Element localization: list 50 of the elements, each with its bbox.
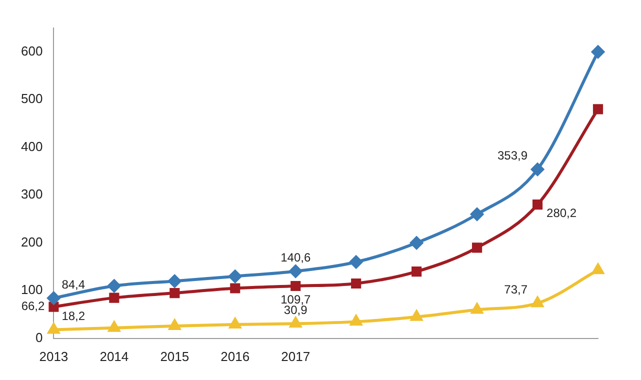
data-label: 18,2 <box>62 309 86 324</box>
point <box>168 319 180 330</box>
point <box>592 104 604 114</box>
y-tick-label: 600 <box>20 43 43 58</box>
point <box>471 303 483 314</box>
y-tick-label: 500 <box>20 91 43 106</box>
point <box>532 296 544 308</box>
data-label: 66,2 <box>21 299 46 314</box>
point <box>472 242 482 253</box>
point <box>412 266 422 277</box>
point <box>470 208 484 221</box>
point <box>108 279 121 292</box>
data-label: 73,7 <box>504 282 528 297</box>
y-tick-label: 200 <box>20 234 43 250</box>
point <box>350 255 363 268</box>
x-tick-label: 2014 <box>100 348 129 364</box>
point <box>109 292 120 303</box>
point <box>532 200 543 210</box>
y-tick-label: 0 <box>35 330 43 345</box>
point <box>108 321 120 332</box>
point <box>410 310 422 321</box>
y-tick-label: 300 <box>20 186 43 202</box>
point <box>290 280 301 292</box>
point <box>531 162 544 176</box>
point <box>170 288 180 298</box>
data-label: 84,4 <box>62 277 86 292</box>
point <box>228 270 242 283</box>
point <box>229 318 241 329</box>
point <box>290 317 302 328</box>
x-tick-label: 2013 <box>39 348 68 364</box>
data-label: 109,7 <box>280 292 311 306</box>
point <box>592 45 604 58</box>
y-tick-label: 100 <box>20 282 43 298</box>
x-tick-label: 2017 <box>281 348 310 364</box>
point <box>410 236 424 250</box>
point <box>351 278 362 289</box>
point <box>47 292 60 305</box>
y-tick-label: 400 <box>20 138 43 154</box>
x-tick-label: 2015 <box>160 348 190 364</box>
x-tick-label: 2016 <box>220 348 250 364</box>
point <box>48 323 60 334</box>
point <box>230 283 240 294</box>
point <box>168 274 182 288</box>
data-label: 280,2 <box>546 206 577 220</box>
data-label: 140,6 <box>280 250 311 265</box>
point <box>289 264 302 278</box>
point <box>350 315 362 326</box>
data-label: 353,9 <box>497 148 528 163</box>
point <box>48 302 59 312</box>
point <box>592 264 604 274</box>
